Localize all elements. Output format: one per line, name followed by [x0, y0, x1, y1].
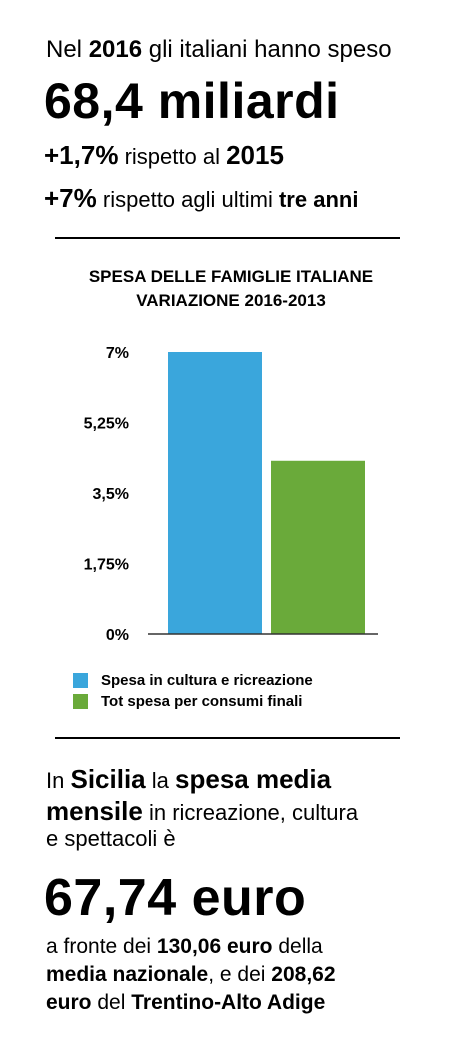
legend-swatch-consumi: [73, 693, 88, 709]
footer-mid: , e dei: [208, 963, 266, 986]
regional-pre: In: [46, 768, 65, 793]
regional-mensile: mensile: [46, 796, 143, 826]
footer-della: della: [272, 935, 323, 958]
divider-bottom: [55, 737, 400, 739]
chart-title-line-2: VARIAZIONE 2016-2013: [136, 291, 326, 310]
footer-line-2: media nazionale, e dei 208,62: [46, 963, 336, 987]
footer-national-label: media nazionale: [46, 963, 209, 986]
bar-1: [271, 460, 365, 634]
headline-three-years: tre anni: [278, 187, 359, 212]
legend-label-consumi: Tot spesa per consumi finali: [101, 692, 303, 710]
headline-year: 2016: [88, 36, 143, 63]
regional-line2-post: in ricreazione, cultura: [148, 800, 359, 825]
footer-trentino-region: Trentino-Alto Adige: [131, 991, 326, 1014]
footer-national-amount: 130,06 euro: [156, 935, 273, 958]
bar-0: [168, 352, 262, 634]
headline-big-amount: 68,4 miliardi: [44, 73, 340, 129]
bars: [168, 352, 365, 634]
legend-item-consumi: Tot spesa per consumi finali: [73, 692, 302, 710]
chart-title-line-1: SPESA DELLE FAMIGLIE ITALIANE: [88, 267, 374, 286]
y-tick-label: 3,5%: [93, 486, 129, 503]
headline-line3-mid: rispetto al: [124, 144, 220, 169]
headline-line-3: +1,7% rispetto al 2015: [44, 140, 284, 171]
headline-line-4: +7% rispetto agli ultimi tre anni: [44, 183, 358, 214]
footer-pre: a fronte dei: [46, 935, 152, 958]
regional-mid: la: [151, 768, 169, 793]
headline-line4-mid: rispetto agli ultimi: [102, 187, 273, 212]
regional-strong: spesa media: [175, 764, 332, 794]
chart-title: SPESA DELLE FAMIGLIE ITALIANE VARIAZIONE…: [0, 265, 462, 313]
footer-line-1: a fronte dei 130,06 euro della: [46, 935, 323, 959]
y-tick-label: 0%: [106, 627, 129, 644]
footer-euro: euro: [46, 991, 92, 1014]
y-tick-label: 1,75%: [84, 557, 129, 574]
regional-line3: e spettacoli è: [46, 826, 176, 851]
headline-post: gli italiani hanno speso: [148, 36, 392, 63]
headline-pre: Nel: [46, 36, 83, 63]
y-tick-label: 7%: [106, 345, 129, 362]
headline-pct-3y: +7%: [44, 183, 97, 213]
regional-region: Sicilia: [70, 764, 146, 794]
headline-line-1: Nel 2016 gli italiani hanno speso: [46, 36, 392, 64]
footer-trentino-amount: 208,62: [271, 963, 336, 986]
regional-line-1: In Sicilia la spesa media: [46, 764, 331, 795]
y-tick-label: 5,25%: [84, 416, 129, 433]
regional-line-2: mensile in ricreazione, cultura: [46, 796, 358, 827]
legend-item-cultura: Spesa in cultura e ricreazione: [73, 671, 313, 689]
legend-label-cultura: Spesa in cultura e ricreazione: [101, 671, 313, 689]
footer-line-3: euro del Trentino-Alto Adige: [46, 991, 325, 1015]
regional-big-amount: 67,74 euro: [44, 869, 307, 927]
legend-swatch-cultura: [73, 672, 88, 688]
regional-line-3: e spettacoli è: [46, 826, 176, 852]
headline-pct-2015: +1,7%: [44, 140, 119, 170]
bar-chart: 0% 1,75% 3,5% 5,25% 7%: [84, 345, 378, 644]
divider-top: [55, 237, 400, 239]
footer-del: del: [97, 991, 126, 1014]
y-axis-ticks: 0% 1,75% 3,5% 5,25% 7%: [84, 345, 129, 644]
headline-year-2015: 2015: [226, 140, 284, 170]
